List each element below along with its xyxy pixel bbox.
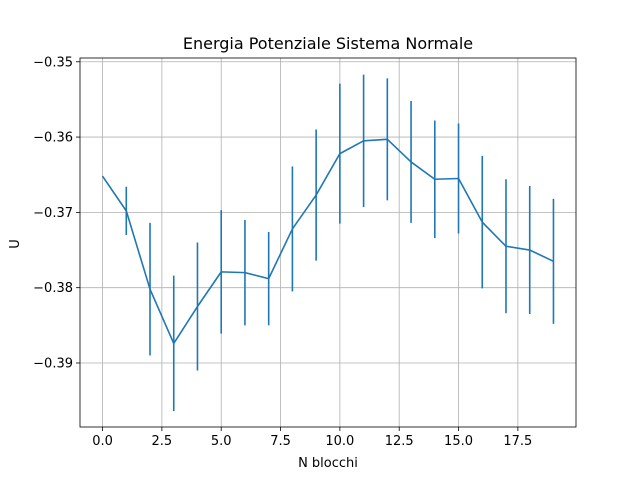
y-tick-label: −0.37	[33, 206, 73, 221]
x-tick-label: 2.5	[152, 434, 173, 449]
grid-layer	[80, 58, 576, 427]
series-layer	[101, 74, 555, 412]
x-tick-label: 15.0	[444, 434, 473, 449]
x-axis-label: N blocchi	[298, 456, 358, 471]
x-tick-label: 0.0	[92, 434, 113, 449]
y-tick-label: −0.36	[33, 131, 73, 146]
y-tick-label: −0.39	[33, 356, 73, 371]
x-tick-label: 5.0	[211, 434, 232, 449]
chart-title: Energia Potenziale Sistema Normale	[183, 34, 473, 53]
y-tick-label: −0.35	[33, 55, 73, 70]
x-tick-label: 7.5	[270, 434, 291, 449]
series-line	[101, 138, 554, 345]
x-tick-label: 12.5	[385, 434, 414, 449]
plot-frame	[79, 57, 577, 428]
axes-layer: 0.0 2.5 5.0 7.5 10.0 12.5 15.0 17.5 −0.35 −0.36 −0…	[33, 55, 577, 449]
y-axis-label: U	[8, 239, 23, 249]
x-tick-label: 10.0	[325, 434, 354, 449]
y-tick-label: −0.38	[33, 281, 73, 296]
x-tick-label: 17.5	[503, 434, 532, 449]
